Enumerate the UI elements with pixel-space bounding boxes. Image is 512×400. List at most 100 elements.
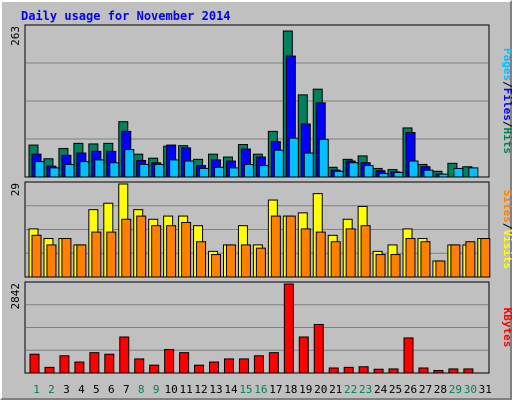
bar-sites-day-28	[435, 260, 446, 278]
max-label-kbytes: 2842	[9, 283, 22, 310]
bar-pages-day-10	[169, 159, 180, 178]
x-tick-label: 16	[254, 383, 267, 396]
bar-pages-day-16	[258, 165, 269, 178]
bar-kbytes-day-3	[59, 355, 70, 374]
bar-pages-day-14	[228, 167, 239, 178]
max-label-visits-sites: 29	[9, 183, 22, 196]
bar-pages-day-26	[408, 160, 419, 178]
bar-kbytes-day-15	[238, 358, 249, 374]
bar-sites-day-25	[390, 254, 401, 278]
x-tick-label: 26	[404, 383, 417, 396]
bar-sites-day-30	[465, 241, 476, 278]
bar-kbytes-day-9	[149, 364, 160, 374]
legend-entry: Sites	[501, 190, 512, 223]
x-tick-label: 24	[374, 383, 388, 396]
legend-entry: /	[501, 81, 512, 88]
bar-kbytes-day-28	[433, 369, 444, 374]
bar-kbytes-day-20	[313, 323, 324, 374]
bar-sites-day-14	[225, 244, 236, 278]
x-tick-label: 2	[48, 383, 55, 396]
bar-sites-day-4	[76, 244, 87, 278]
chart-title: Daily usage for November 2014	[21, 9, 231, 23]
bar-pages-day-3	[64, 163, 75, 178]
bar-sites-day-13	[211, 254, 222, 278]
bar-pages-day-20	[318, 138, 329, 178]
x-tick-label: 4	[78, 383, 85, 396]
bar-sites-day-5	[91, 231, 102, 278]
x-tick-label: 10	[165, 383, 178, 396]
x-tick-label: 1	[33, 383, 40, 396]
bar-sites-day-2	[46, 244, 57, 278]
bar-sites-day-18	[285, 215, 296, 278]
x-tick-label: 19	[299, 383, 312, 396]
bar-sites-day-22	[345, 228, 356, 278]
bar-kbytes-day-12	[194, 364, 205, 374]
bar-sites-day-27	[420, 241, 431, 278]
legend-entry: /	[501, 121, 512, 128]
bar-sites-day-9	[151, 225, 162, 278]
x-tick-label: 20	[314, 383, 327, 396]
legend-hits-files-pages: Pages/Files/Hits	[501, 48, 512, 154]
x-tick-label: 17	[269, 383, 282, 396]
bar-kbytes-day-24	[373, 368, 384, 374]
bar-pages-day-30	[468, 167, 479, 178]
bar-kbytes-day-2	[44, 366, 55, 374]
x-tick-label: 23	[359, 383, 372, 396]
bar-sites-day-24	[375, 254, 386, 278]
bar-pages-day-1	[34, 161, 45, 178]
x-tick-label: 18	[284, 383, 297, 396]
bar-kbytes-day-4	[74, 361, 85, 374]
x-tick-label: 15	[239, 383, 252, 396]
bar-sites-day-29	[450, 244, 461, 278]
bar-kbytes-day-29	[448, 368, 459, 374]
bar-kbytes-day-7	[119, 336, 130, 374]
bar-sites-day-12	[196, 241, 207, 278]
bar-kbytes-day-27	[418, 367, 429, 374]
bar-pages-day-25	[393, 171, 404, 178]
bar-sites-day-6	[106, 231, 117, 278]
x-tick-label: 25	[389, 383, 402, 396]
bar-sites-day-21	[330, 241, 341, 278]
bar-sites-day-7	[121, 218, 132, 278]
x-tick-label: 30	[464, 383, 477, 396]
x-tick-label: 29	[449, 383, 462, 396]
bar-pages-day-21	[333, 170, 344, 178]
x-tick-label: 3	[63, 383, 70, 396]
bar-pages-day-18	[288, 137, 299, 178]
bar-pages-day-29	[453, 167, 464, 178]
bar-kbytes-day-14	[223, 358, 234, 374]
bar-sites-day-11	[181, 221, 192, 278]
bar-pages-day-15	[243, 163, 254, 178]
bar-pages-day-5	[94, 159, 105, 178]
bar-pages-day-27	[423, 169, 434, 178]
legend-entry: Visits	[501, 230, 512, 270]
bar-pages-day-12	[199, 167, 210, 178]
legend-entry: KBytes	[501, 308, 512, 348]
x-tick-label: 13	[209, 383, 222, 396]
x-tick-label: 7	[123, 383, 130, 396]
legend-visits-sites: Sites/Visits	[501, 190, 512, 270]
bar-sites-day-26	[405, 238, 416, 278]
bar-pages-day-23	[363, 165, 374, 178]
bar-kbytes-day-17	[268, 352, 279, 374]
bar-pages-day-22	[348, 162, 359, 178]
bar-sites-day-20	[315, 231, 326, 278]
bar-kbytes-day-5	[89, 352, 100, 374]
legend-entry: Files	[501, 88, 512, 121]
bar-kbytes-day-19	[298, 336, 309, 374]
x-tick-label: 22	[344, 383, 357, 396]
x-tick-label: 28	[434, 383, 447, 396]
bar-pages-day-9	[154, 163, 165, 178]
x-tick-label: 27	[419, 383, 432, 396]
bar-sites-day-23	[360, 225, 371, 278]
bar-kbytes-day-11	[179, 352, 190, 374]
bar-pages-day-17	[273, 149, 284, 178]
bar-kbytes-day-21	[328, 367, 339, 374]
x-tick-label: 14	[224, 383, 238, 396]
bar-sites-day-8	[136, 215, 147, 278]
bar-sites-day-1	[31, 234, 42, 278]
x-tick-label: 6	[108, 383, 115, 396]
bar-kbytes-day-13	[209, 361, 220, 374]
x-tick-label: 11	[179, 383, 192, 396]
